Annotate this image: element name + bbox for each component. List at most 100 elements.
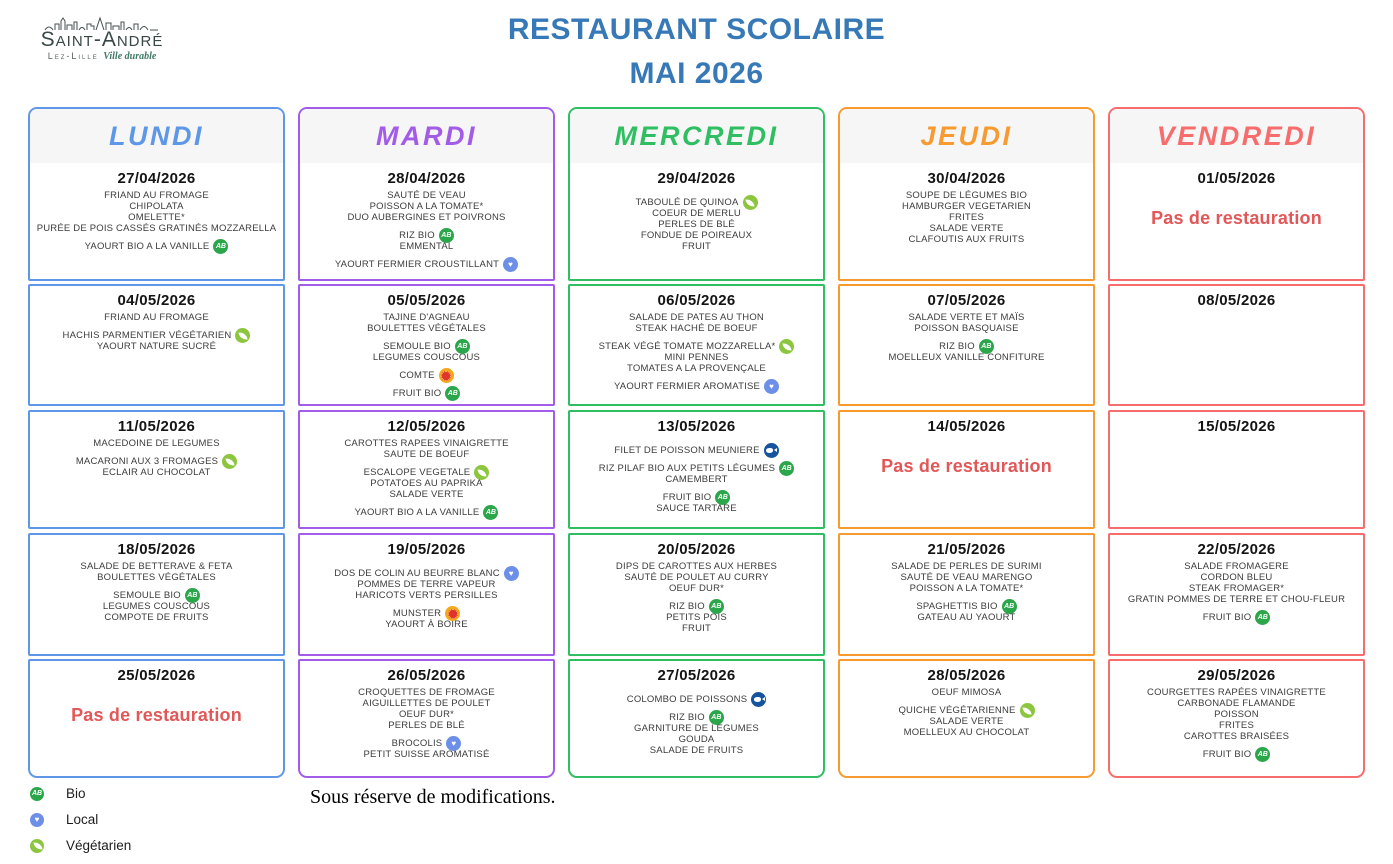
bio-icon: AB [978, 339, 994, 354]
menu-item-label: BOULETTES VÉGÉTALES [367, 323, 486, 334]
menu-item: SEMOULE BIO AB [30, 588, 283, 603]
menu-item-label: FRUIT BIO [662, 492, 712, 503]
menu-item-label: COMPOTE DE FRUITS [104, 612, 209, 623]
no-service-label: Pas de restauration [71, 705, 242, 725]
bio-icon: AB [483, 505, 499, 520]
local-icon: ♥ [503, 257, 519, 272]
bio-icon: AB [708, 710, 724, 725]
menu-gap [1110, 605, 1363, 612]
menu-item: BOULETTES VÉGÉTALES [300, 323, 553, 334]
menu-item-label: PETIT SUISSE AROMATISÉ [363, 749, 490, 760]
menu-item: CLAFOUTIS AUX FRUITS [840, 234, 1093, 245]
menu-item: SPAGHETTIS BIO AB [840, 599, 1093, 614]
menu-item-label: SALADE DE FRUITS [649, 745, 744, 756]
menu-item: POTATOES AU PAPRIKA [300, 478, 553, 489]
bio-icon: AB [779, 461, 795, 476]
menu-cell: 21/05/2026 SALADE DE PERLES DE SURIMI SAUT… [838, 533, 1095, 656]
menu-item-label: YAOURT À BOIRE [385, 619, 468, 630]
menu-item-label: SALADE VERTE ET MAÏS [908, 312, 1025, 323]
no-service-label: Pas de restauration [881, 456, 1052, 476]
menu-item: STEAK VÉGÉ TOMATE MOZZARELLA* [570, 339, 823, 354]
menu-item: SEMOULE BIO AB [300, 339, 553, 354]
day-column-mardi: MARDI 28/04/2026 SAUTÉ DE VEAU POISSON A LA… [298, 107, 555, 778]
menu-gap [570, 438, 823, 445]
menu-item: FRUIT [570, 623, 823, 634]
cell-date: 04/05/2026 [117, 292, 196, 309]
menu-item: HACHIS PARMENTIER VÉGÉTARIEN [30, 328, 283, 343]
bio-icon: AB [438, 228, 454, 243]
local-icon: ♥ [503, 566, 519, 581]
day-header: MARDI [300, 109, 553, 163]
bio-icon: AB [1001, 599, 1017, 614]
menu-item: CHIPOLATA [30, 201, 283, 212]
menu-item-label: POMMES DE TERRE VAPEUR [357, 579, 496, 590]
menu-item-label: HAMBURGER VEGETARIEN [902, 201, 1031, 212]
menu-item-label: FRIAND AU FROMAGE [104, 190, 209, 201]
veg-icon [222, 454, 238, 469]
cell-date: 21/05/2026 [927, 541, 1006, 558]
menu-item: SALADE FROMAGERE [1110, 561, 1363, 572]
menu-item: STEAK FROMAGER* [1110, 583, 1363, 594]
menu-gap [300, 500, 553, 507]
day-column-jeudi: JEUDI 30/04/2026 SOUPE DE LÉGUMES BIO HAMBU… [838, 107, 1095, 778]
menu-item: SALADE DE BETTERAVE & FETA [30, 561, 283, 572]
menu-item: POMMES DE TERRE VAPEUR [300, 579, 553, 590]
menu-item-label: SAUTÉ DE VEAU MARENGO [900, 572, 1033, 583]
menu-cell: 12/05/2026 CAROTTES RAPEES VINAIGRETTE SAU… [298, 410, 555, 529]
cell-date: 28/04/2026 [387, 170, 466, 187]
menu-item-label: RIZ BIO [939, 341, 975, 352]
menu-item: COEUR DE MERLU [570, 208, 823, 219]
menu-item-label: CROQUETTES DE FROMAGE [358, 687, 495, 698]
menu-gap [1110, 742, 1363, 749]
menu-item-label: FRITES [1219, 720, 1254, 731]
menu-item-label: POISSON A LA TOMATE* [369, 201, 484, 212]
menu-item-label: GOUDA [678, 734, 715, 745]
menu-item-label: POISSON [1214, 709, 1259, 720]
menu-item-label: PERLES DE BLÉ [658, 219, 735, 230]
cell-date: 06/05/2026 [657, 292, 736, 309]
day-column-vendredi: VENDREDI 01/05/2026 Pas de restauration 08/… [1108, 107, 1365, 778]
cell-date: 29/04/2026 [657, 170, 736, 187]
menu-cell: 18/05/2026 SALADE DE BETTERAVE & FETA BOUL… [28, 533, 285, 656]
menu-gap [570, 374, 823, 381]
menu-item: HARICOTS VERTS PERSILLES [300, 590, 553, 601]
menu-item: PERLES DE BLÉ [300, 720, 553, 731]
disclaimer-note: Sous réserve de modifications. [310, 786, 556, 808]
cell-date: 15/05/2026 [1197, 418, 1276, 435]
menu-item: POISSON A LA TOMATE* [840, 583, 1093, 594]
menu-item: GRATIN POMMES DE TERRE ET CHOU-FLEUR [1110, 594, 1363, 605]
menu-item: AIGUILLETTES DE POULET [300, 698, 553, 709]
menu-item: SAUTE DE BOEUF [300, 449, 553, 460]
bio-icon: AB [715, 490, 731, 505]
menu-item: HAMBURGER VEGETARIEN [840, 201, 1093, 212]
menu-item-label: SAUTÉ DE VEAU [387, 190, 466, 201]
menu-gap [30, 449, 283, 456]
menu-item-label: HARICOTS VERTS PERSILLES [355, 590, 498, 601]
menu-cell: 28/05/2026 OEUF MIMOSA QUICHE VÉGÉTARIENNE… [838, 659, 1095, 778]
menu-item-label: SEMOULE BIO [383, 341, 451, 352]
menu-item-label: RIZ PILAF BIO AUX PETITS LÉGUMES [598, 463, 776, 474]
menu-item: OMELETTE* [30, 212, 283, 223]
day-title-label: MARDI [376, 120, 477, 151]
menu-item: YAOURT BIO A LA VANILLE AB [30, 239, 283, 254]
day-column-mercredi: MERCREDI 29/04/2026 TABOULÉ DE QUINOA COEUR… [568, 107, 825, 778]
menu-cell: 07/05/2026 SALADE VERTE ET MAÏS POISSON BA… [838, 284, 1095, 406]
menu-item: SALADE VERTE [300, 489, 553, 500]
calendar: LUNDI 27/04/2026 FRIAND AU FROMAGE CHIPOLAT… [28, 107, 1365, 778]
day-title-label: LUNDI [109, 120, 204, 151]
menu-item: COMTE [300, 368, 553, 383]
cell-date: 13/05/2026 [657, 418, 736, 435]
menu-item: PERLES DE BLÉ [570, 219, 823, 230]
legend-label-local: Local [66, 812, 99, 827]
menu-item-label: YAOURT NATURE SUCRÉ [96, 341, 217, 352]
menu-item: POISSON [1110, 709, 1363, 720]
city-logo: Saint-André Lez-Lille Ville durable [22, 12, 182, 62]
menu-item-label: CARBONADE FLAMANDE [1177, 698, 1296, 709]
bio-icon: AB [213, 239, 229, 254]
menu-item-label: MACEDOINE DE LEGUMES [93, 438, 220, 449]
menu-item-label: ESCALOPE VEGETALE [363, 467, 471, 478]
menu-item-label: POISSON A LA TOMATE* [909, 583, 1024, 594]
menu-item-label: CHIPOLATA [129, 201, 184, 212]
menu-item: YAOURT FERMIER CROUSTILLANT ♥ [300, 257, 553, 272]
menu-item: FRIAND AU FROMAGE [30, 190, 283, 201]
